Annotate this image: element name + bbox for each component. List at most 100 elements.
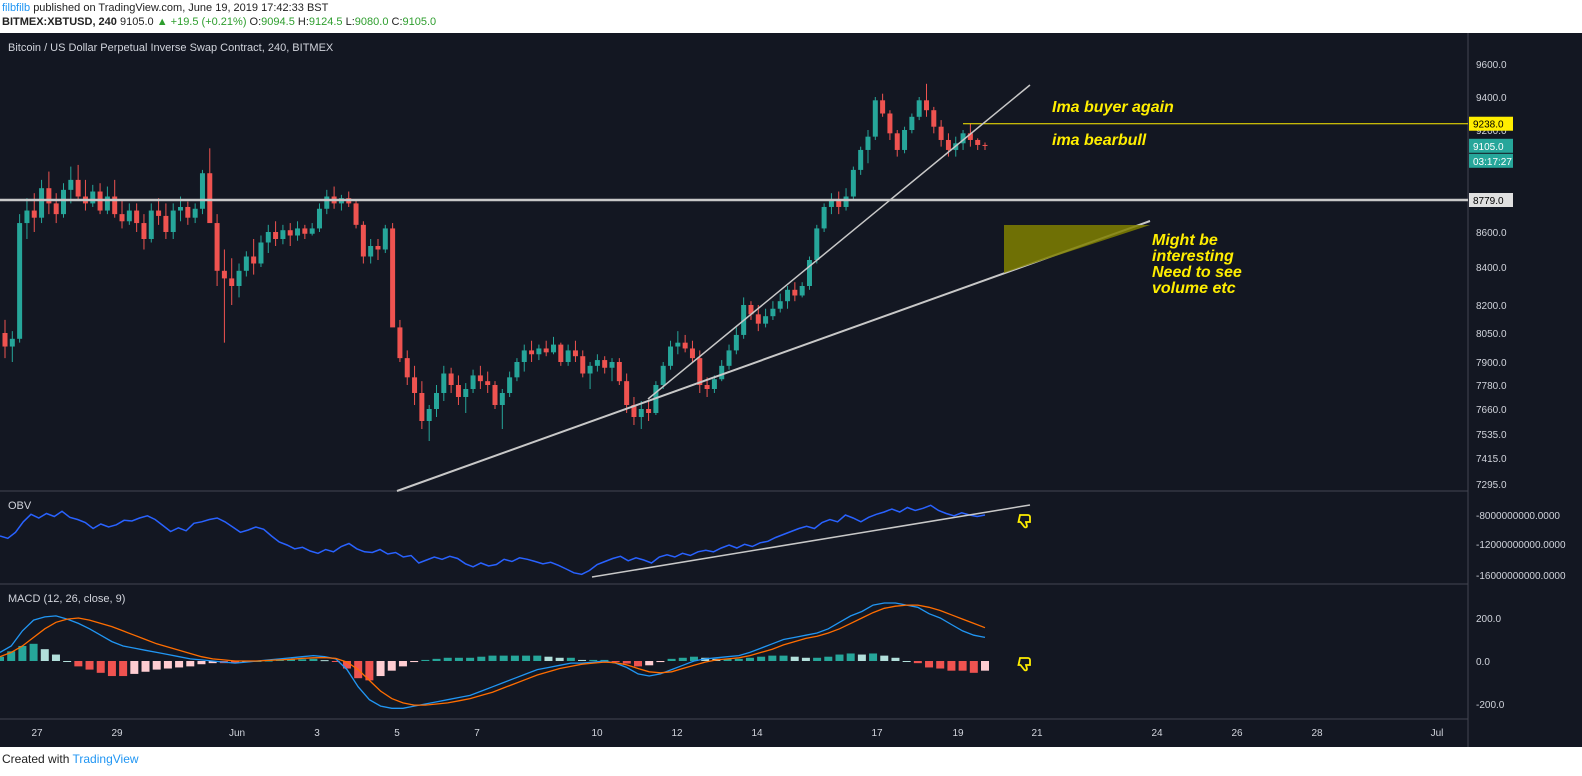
candle-body: [945, 139, 951, 150]
price-tick-label: 7780.0: [1476, 381, 1507, 392]
candle-body: [126, 210, 132, 222]
candle-body: [470, 375, 476, 389]
macd-title: MACD (12, 26, close, 9): [8, 593, 125, 605]
candle-body: [375, 246, 381, 250]
macd-histogram-bar: [421, 659, 430, 661]
time-tick-label: 21: [1031, 728, 1043, 739]
macd-histogram-bar: [645, 661, 654, 666]
annotation-bearbull: ima bearbull: [1052, 132, 1147, 149]
candle-body: [580, 356, 586, 374]
annotation-interesting: interesting: [1152, 248, 1234, 265]
candle-body: [960, 133, 966, 144]
candle-body: [397, 327, 403, 359]
time-tick-label: 12: [671, 728, 683, 739]
candle-body: [287, 230, 293, 236]
macd-histogram-bar: [813, 657, 822, 661]
macd-histogram-bar: [130, 661, 139, 674]
candle-body: [682, 342, 688, 349]
macd-histogram-bar: [29, 643, 38, 661]
symbol: BITMEX:XBTUSD, 240: [2, 16, 117, 28]
price-tick-label: 9600.0: [1476, 60, 1507, 71]
macd-histogram-bar: [432, 658, 441, 661]
candle-body: [156, 210, 162, 216]
price-label: 9238.0: [1473, 120, 1504, 131]
high-value: 9124.5: [308, 16, 343, 28]
macd-histogram-bar: [477, 656, 486, 661]
low-label: L:: [345, 16, 355, 28]
candle-body: [236, 270, 242, 286]
macd-histogram-bar: [958, 661, 967, 671]
wedge-highlight: [1004, 225, 1150, 273]
candle-body: [624, 381, 630, 405]
chart-canvas[interactable]: 9600.0 9400.0 9200.0 8600.0 8400.0 8200.0 8050…: [0, 33, 1582, 747]
macd-histogram-bar: [298, 659, 307, 661]
obv-tick-label: -16000000000.0000: [1476, 571, 1566, 582]
macd-histogram-bar: [208, 661, 217, 664]
candle-body: [726, 350, 732, 366]
macd-histogram-bar: [320, 660, 329, 662]
candle-body: [507, 377, 513, 393]
macd-histogram-bar: [667, 658, 676, 661]
author-name[interactable]: filbfilb: [2, 2, 31, 14]
candle-body: [719, 365, 725, 380]
macd-histogram-bar: [488, 655, 497, 661]
candle-body: [499, 393, 505, 405]
macd-histogram-bar: [376, 661, 385, 677]
candle-body: [770, 308, 776, 317]
price-tick-label: 8050.0: [1476, 329, 1507, 340]
candle-body: [902, 130, 908, 150]
candle-body: [258, 242, 264, 264]
macd-histogram-bar: [902, 661, 911, 662]
candle-body: [631, 405, 637, 417]
macd-histogram-bar: [365, 661, 374, 681]
macd-histogram-bar: [925, 661, 934, 668]
candle-body: [39, 188, 45, 218]
macd-histogram-bar: [689, 656, 698, 661]
candle-body: [887, 113, 893, 134]
macd-histogram-bar: [589, 659, 598, 661]
macd-histogram-bar: [454, 657, 463, 661]
candle-body: [441, 373, 447, 393]
candle-body: [163, 215, 169, 232]
macd-histogram-bar: [466, 657, 475, 661]
candle-body: [412, 377, 418, 393]
candle-body: [704, 385, 710, 389]
macd-histogram-bar: [74, 661, 83, 667]
macd-histogram-bar: [163, 661, 172, 669]
candle-body: [448, 373, 454, 385]
candle-body: [477, 375, 483, 382]
price-tick-label: 7415.0: [1476, 454, 1507, 465]
candle-body: [646, 409, 652, 413]
macd-histogram-bar: [231, 661, 240, 664]
candle-body: [909, 116, 915, 130]
candle-body: [46, 188, 52, 204]
time-tick-label: Jun: [229, 728, 245, 739]
candle-body: [390, 228, 396, 328]
candle-body: [265, 232, 271, 243]
macd-tick-label: 0.0: [1476, 657, 1490, 668]
macd-histogram-bar: [387, 661, 396, 671]
macd-histogram-bar: [443, 657, 452, 661]
candle-body: [565, 350, 571, 362]
macd-histogram-bar: [175, 661, 184, 668]
close-label: C:: [391, 16, 403, 28]
macd-histogram-bar: [264, 660, 273, 662]
macd-line: [0, 602, 986, 709]
macd-histogram-bar: [51, 654, 60, 661]
candle-body: [668, 346, 674, 366]
candle-body: [148, 210, 154, 239]
price-tick-label: 7900.0: [1476, 358, 1507, 369]
candle-body: [616, 362, 622, 382]
tradingview-logo[interactable]: TradingView: [72, 752, 139, 766]
macd-histogram-bar: [745, 657, 754, 661]
macd-histogram-bar: [891, 657, 900, 661]
candle-body: [814, 228, 820, 260]
created-with: Created with: [2, 752, 70, 766]
candle-body: [587, 365, 593, 374]
candle-body: [192, 208, 198, 218]
macd-histogram-bar: [398, 661, 407, 667]
candle-body: [865, 136, 871, 150]
candle-body: [938, 126, 944, 140]
candle-body: [880, 100, 886, 114]
macd-histogram-bar: [936, 661, 945, 669]
